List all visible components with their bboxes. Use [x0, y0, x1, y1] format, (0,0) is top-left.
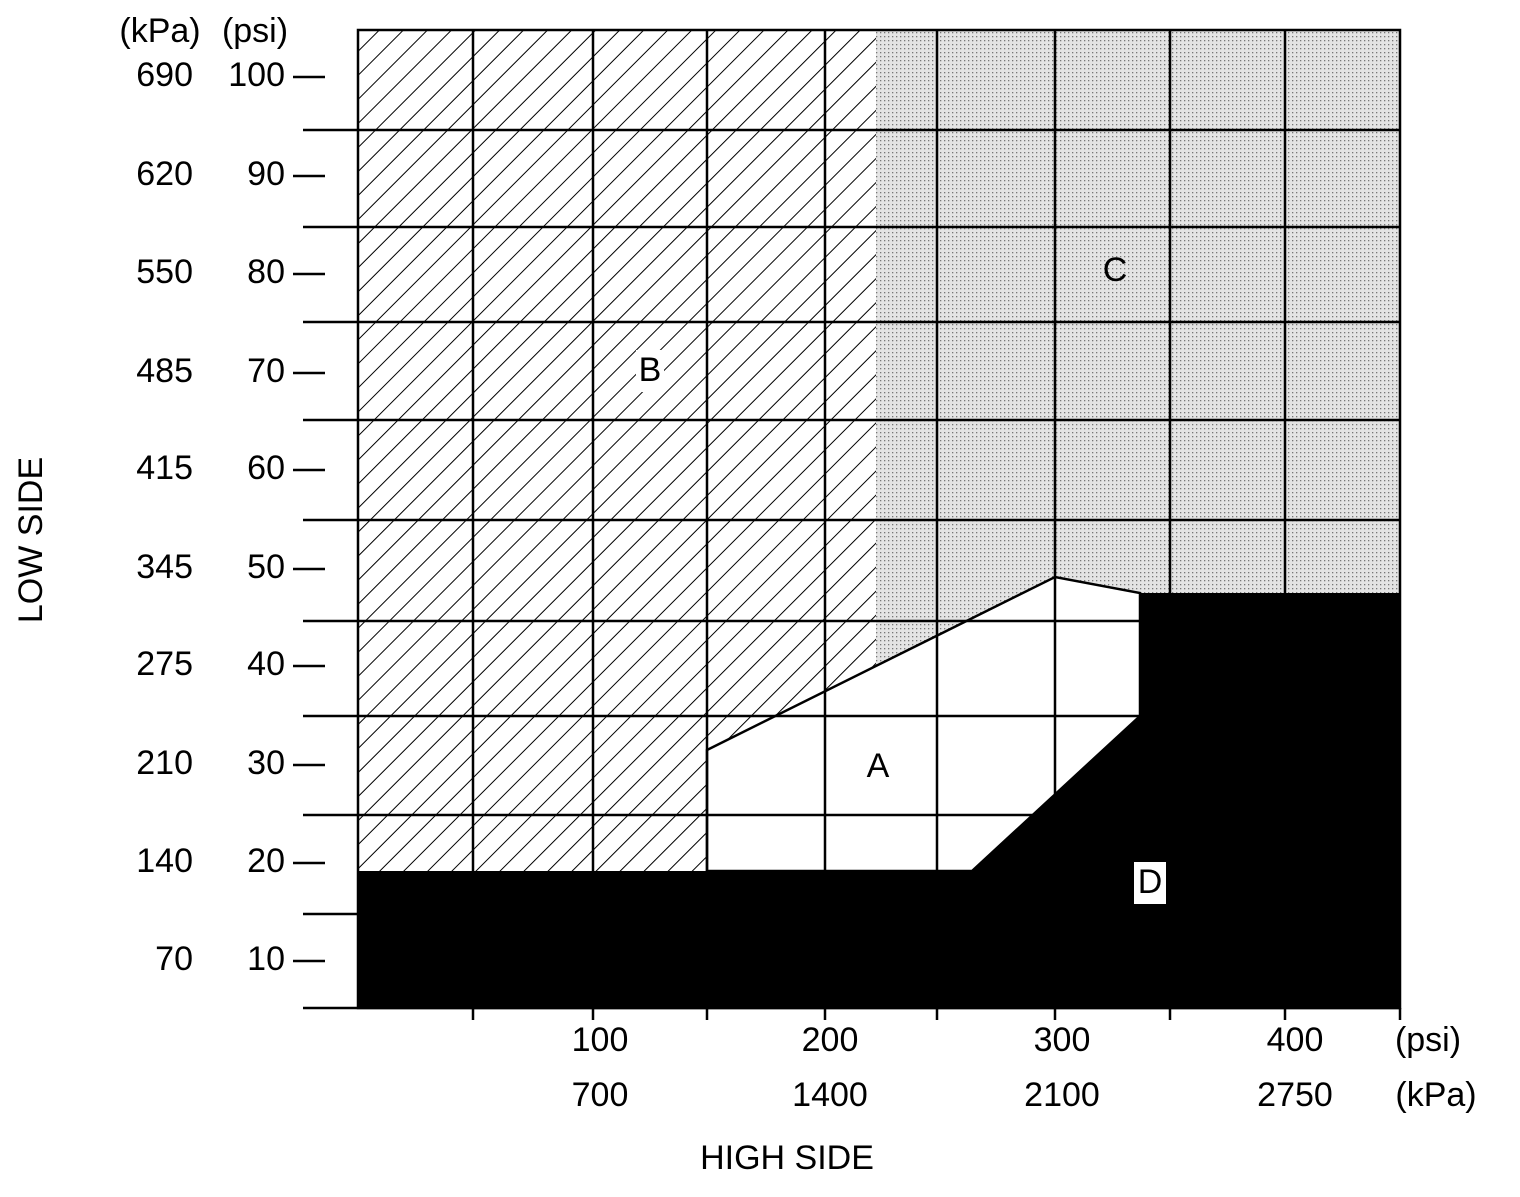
label-bg	[1134, 862, 1166, 904]
kpa-label: 2100	[1024, 1076, 1100, 1114]
unit-label: (kPa)	[119, 12, 200, 50]
kpa-label: 210	[136, 744, 193, 782]
psi-label: 300	[1034, 1021, 1091, 1059]
region-d	[358, 593, 1400, 1008]
kpa-label: 550	[136, 253, 193, 291]
region-b	[358, 30, 876, 871]
region-label: D	[1138, 863, 1163, 901]
kpa-label: 415	[136, 449, 193, 487]
region-label: C	[1103, 251, 1128, 289]
region-label: B	[639, 351, 662, 389]
psi-label: 10	[247, 940, 285, 978]
kpa-label: 700	[572, 1076, 629, 1114]
psi-label: 40	[247, 645, 285, 683]
kpa-label: 70	[155, 940, 193, 978]
unit-label: (kPa)	[1395, 1076, 1476, 1114]
unit-label: (psi)	[222, 12, 288, 50]
plot-frame	[356, 28, 1402, 1010]
psi-label: 20	[247, 842, 285, 880]
region-c	[876, 30, 1400, 665]
kpa-label: 485	[136, 352, 193, 390]
psi-label: 60	[247, 449, 285, 487]
kpa-label: 275	[136, 645, 193, 683]
axis-title: LOW SIDE	[12, 457, 50, 623]
unit-label: (psi)	[1395, 1021, 1461, 1059]
psi-label: 80	[247, 253, 285, 291]
kpa-label: 2750	[1257, 1076, 1333, 1114]
psi-label: 30	[247, 744, 285, 782]
psi-label: 100	[228, 56, 285, 94]
psi-label: 50	[247, 548, 285, 586]
kpa-label: 620	[136, 155, 193, 193]
axis-title: HIGH SIDE	[700, 1139, 874, 1177]
kpa-label: 1400	[792, 1076, 868, 1114]
region-label: A	[867, 747, 890, 785]
kpa-label: 140	[136, 842, 193, 880]
psi-label: 70	[247, 352, 285, 390]
kpa-label: 690	[136, 56, 193, 94]
psi-label: 200	[802, 1021, 859, 1059]
psi-label: 100	[572, 1021, 629, 1059]
kpa-label: 345	[136, 548, 193, 586]
label-bg	[636, 350, 664, 392]
psi-label: 90	[247, 155, 285, 193]
psi-label: 400	[1267, 1021, 1324, 1059]
